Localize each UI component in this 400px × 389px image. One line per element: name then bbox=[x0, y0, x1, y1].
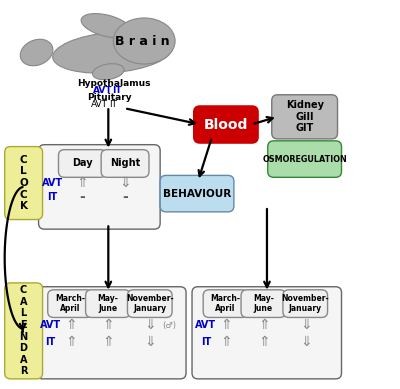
Text: ⇑: ⇑ bbox=[65, 318, 76, 332]
Text: November-
January: November- January bbox=[126, 294, 174, 313]
Text: Hypothalamus: Hypothalamus bbox=[78, 79, 151, 88]
Text: Kidney
Gill
GIT: Kidney Gill GIT bbox=[286, 100, 324, 133]
FancyBboxPatch shape bbox=[128, 290, 172, 317]
Text: ⇓: ⇓ bbox=[144, 335, 156, 349]
FancyBboxPatch shape bbox=[268, 141, 342, 177]
FancyBboxPatch shape bbox=[38, 145, 160, 229]
Text: ⇑: ⇑ bbox=[258, 318, 270, 332]
Text: Day: Day bbox=[72, 158, 93, 168]
Text: C
L
O
C
K: C L O C K bbox=[19, 155, 28, 211]
Text: ⇑: ⇑ bbox=[220, 318, 232, 332]
Text: IT: IT bbox=[110, 100, 118, 109]
Text: AVT: AVT bbox=[92, 86, 112, 95]
FancyBboxPatch shape bbox=[5, 147, 42, 219]
Ellipse shape bbox=[53, 32, 172, 73]
Text: ⇑: ⇑ bbox=[76, 177, 88, 191]
Text: May-
June: May- June bbox=[98, 294, 118, 313]
Text: AVT: AVT bbox=[40, 320, 61, 330]
FancyBboxPatch shape bbox=[241, 290, 286, 317]
FancyBboxPatch shape bbox=[160, 175, 234, 212]
Text: -: - bbox=[80, 189, 85, 203]
Ellipse shape bbox=[81, 14, 132, 38]
Text: ⇑: ⇑ bbox=[102, 335, 114, 349]
FancyBboxPatch shape bbox=[283, 290, 328, 317]
Text: (♂): (♂) bbox=[163, 321, 177, 329]
Text: ⇑: ⇑ bbox=[65, 335, 76, 349]
FancyBboxPatch shape bbox=[101, 150, 149, 177]
FancyBboxPatch shape bbox=[48, 290, 92, 317]
Text: C
A
L
E
N
D
A
R: C A L E N D A R bbox=[20, 285, 28, 377]
Text: -: - bbox=[122, 189, 128, 203]
Text: ⇑: ⇑ bbox=[102, 318, 114, 332]
Text: ⇓: ⇓ bbox=[300, 335, 312, 349]
FancyBboxPatch shape bbox=[58, 150, 106, 177]
Text: AVT: AVT bbox=[91, 100, 108, 109]
FancyBboxPatch shape bbox=[5, 283, 42, 379]
FancyBboxPatch shape bbox=[194, 106, 258, 143]
Text: March-
April: March- April bbox=[210, 294, 240, 313]
FancyBboxPatch shape bbox=[86, 290, 130, 317]
Text: AVT: AVT bbox=[42, 179, 63, 188]
FancyBboxPatch shape bbox=[272, 95, 338, 139]
Text: OSMOREGULATION: OSMOREGULATION bbox=[262, 154, 347, 163]
FancyBboxPatch shape bbox=[192, 287, 342, 379]
Text: IT: IT bbox=[45, 337, 56, 347]
Text: Night: Night bbox=[110, 158, 140, 168]
Ellipse shape bbox=[20, 39, 53, 66]
Text: ⇓: ⇓ bbox=[144, 318, 156, 332]
Text: BEHAVIOUR: BEHAVIOUR bbox=[163, 189, 231, 199]
Text: Blood: Blood bbox=[204, 117, 248, 131]
Text: IT: IT bbox=[112, 86, 122, 95]
Ellipse shape bbox=[113, 18, 175, 64]
Text: B r a i n: B r a i n bbox=[115, 35, 170, 47]
Text: Pituitary: Pituitary bbox=[87, 93, 132, 102]
Text: ⇑: ⇑ bbox=[258, 335, 270, 349]
Text: AVT: AVT bbox=[196, 320, 216, 330]
Text: ⇓: ⇓ bbox=[300, 318, 312, 332]
Text: ⇑: ⇑ bbox=[220, 335, 232, 349]
FancyBboxPatch shape bbox=[36, 287, 186, 379]
Text: IT: IT bbox=[201, 337, 211, 347]
FancyBboxPatch shape bbox=[203, 290, 248, 317]
Ellipse shape bbox=[92, 64, 124, 80]
Text: November-
January: November- January bbox=[282, 294, 329, 313]
Text: IT: IT bbox=[47, 191, 58, 202]
Text: May-
June: May- June bbox=[253, 294, 274, 313]
Text: ⇓: ⇓ bbox=[119, 177, 131, 191]
Text: March-
April: March- April bbox=[55, 294, 85, 313]
